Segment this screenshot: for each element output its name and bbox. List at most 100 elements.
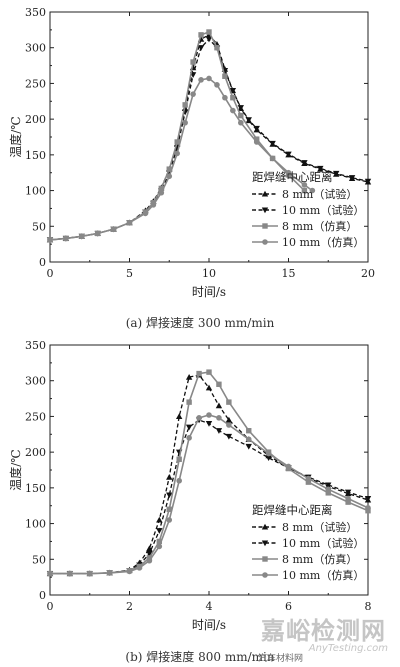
legend-label: 10 mm（试验） [282, 536, 364, 550]
data-point [197, 45, 205, 51]
data-point [142, 210, 149, 217]
data-point [305, 479, 312, 485]
data-point [222, 94, 228, 101]
data-point [185, 424, 193, 431]
chart-b: 0 50 100 150 200 250 300 350 0 2 4 6 8 时间/s 温度/℃ 距焊缝中心距… [8, 339, 372, 632]
data-point [47, 237, 53, 243]
series-line [50, 414, 369, 575]
data-point [325, 490, 331, 496]
data-point [156, 538, 163, 545]
data-point [205, 421, 213, 427]
y-tick-label: 200 [25, 446, 46, 459]
y-tick-label: 50 [32, 220, 46, 233]
data-point [176, 456, 182, 462]
data-point [136, 565, 143, 571]
data-point [364, 178, 372, 185]
data-point [225, 416, 233, 423]
data-point [186, 435, 192, 441]
legend-item: 10 mm（试验） [252, 203, 364, 217]
data-point [216, 415, 222, 421]
legend-label: 8 mm（试验） [282, 520, 357, 534]
data-point [158, 189, 165, 196]
legend-item: 10 mm（试验） [252, 536, 364, 550]
series-3 [47, 75, 316, 243]
data-point [309, 187, 316, 194]
data-point [230, 95, 236, 101]
legend-title: 距焊缝中心距离 [252, 170, 333, 184]
data-point [174, 139, 180, 145]
y-tick-label: 300 [25, 42, 46, 55]
data-point [146, 557, 153, 564]
y-tick-label: 0 [39, 589, 46, 602]
legend-marker [261, 207, 269, 214]
legend-label: 10 mm（仿真） [282, 568, 364, 582]
legend-marker [261, 190, 269, 197]
data-point [230, 107, 236, 114]
data-point [301, 160, 308, 166]
data-point [94, 230, 101, 237]
x-axis-label: 时间/s [192, 618, 226, 632]
data-point [196, 370, 202, 377]
data-point [106, 570, 113, 576]
data-point [63, 235, 69, 242]
watermark-sub: AnyTesting.com [308, 643, 388, 654]
data-point [285, 463, 292, 470]
data-point [365, 508, 371, 514]
data-point [156, 528, 163, 534]
data-point [348, 175, 356, 181]
x-tick-label: 10 [202, 267, 216, 280]
legend-marker [261, 540, 269, 547]
data-point [158, 185, 164, 192]
data-point [176, 477, 182, 484]
legend-label: 10 mm（试验） [282, 203, 364, 217]
data-point [238, 119, 244, 126]
legend-item: 8 mm（试验） [252, 187, 357, 201]
legend-label: 8 mm（仿真） [282, 219, 357, 233]
data-point [110, 226, 117, 232]
data-point [345, 495, 351, 502]
data-point [317, 165, 324, 172]
data-point [156, 543, 163, 550]
chart-b-caption: (b) 焊接速度 800 mm/min [125, 650, 275, 664]
data-point [246, 428, 252, 434]
data-point [79, 233, 85, 240]
data-point [126, 568, 133, 575]
data-point [190, 59, 196, 65]
data-point [325, 482, 332, 489]
x-tick-label: 0 [47, 600, 54, 613]
data-point [269, 140, 276, 147]
data-point [265, 450, 272, 457]
data-point [245, 443, 252, 450]
x-tick-label: 0 [47, 267, 54, 280]
data-point [198, 77, 204, 83]
data-point [229, 88, 237, 94]
data-point [174, 150, 180, 157]
data-point [146, 555, 153, 561]
y-tick-label: 350 [25, 339, 46, 352]
y-tick-label: 100 [25, 518, 46, 531]
data-point [238, 112, 244, 119]
data-point [86, 570, 93, 577]
data-point [185, 373, 193, 380]
y-tick-label: 0 [39, 256, 46, 269]
data-point [206, 412, 212, 418]
legend-item: 10 mm（仿真） [252, 235, 364, 249]
y-tick-label: 150 [25, 482, 46, 495]
data-point [146, 545, 153, 552]
series-3 [47, 412, 371, 577]
data-point [285, 151, 292, 158]
data-point [190, 91, 196, 97]
x-tick-label: 15 [282, 267, 296, 280]
data-point [216, 381, 222, 387]
legend-title: 距焊缝中心距离 [252, 503, 333, 517]
y-axis-label: 温度/℃ [8, 116, 23, 157]
legend-item: 8 mm（仿真） [252, 552, 357, 566]
y-tick-label: 100 [25, 185, 46, 198]
watermark-main: 嘉峪检测网 [261, 617, 386, 645]
data-point [253, 139, 260, 145]
x-tick-label: 5 [126, 267, 133, 280]
x-axis-label: 时间/s [192, 285, 226, 299]
data-point [301, 187, 308, 194]
x-tick-label: 4 [206, 600, 213, 613]
data-point [150, 202, 157, 208]
